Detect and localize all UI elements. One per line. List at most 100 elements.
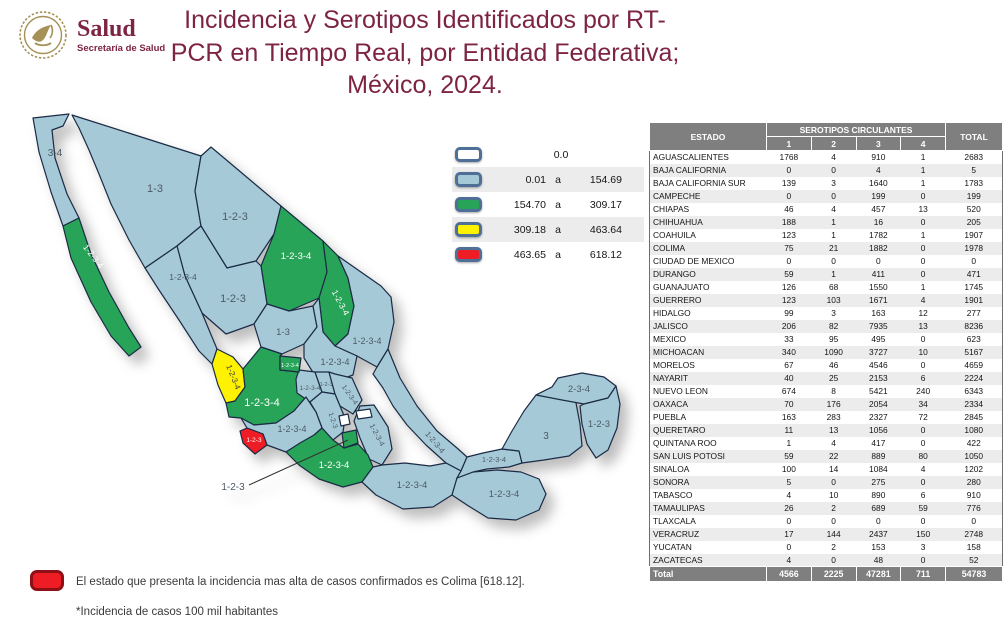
value-cell: 0	[920, 256, 926, 266]
state-name-cell: COLIMA	[653, 243, 686, 253]
value-cell: 46	[784, 204, 794, 214]
value-cell: 33	[784, 334, 794, 344]
value-cell: 2224	[964, 373, 984, 383]
table-row: SAN LUIS POTOSI 59 22 889 80 1050	[649, 449, 1003, 463]
state-name-cell: BAJA CALIFORNIA	[653, 165, 727, 175]
table-row: CHIAPAS 46 4 457 13 520	[650, 203, 1003, 216]
value-cell: 10	[918, 347, 928, 357]
value-cell: 1978	[964, 243, 984, 253]
value-cell: 150	[916, 529, 931, 539]
value-cell: 67	[784, 360, 794, 370]
value-cell: 0	[971, 516, 977, 526]
value-cell: 6	[920, 490, 926, 500]
table-row: ZACATECAS 4 0 48 0 52	[649, 553, 1003, 567]
legend-max: 463.64	[589, 223, 622, 236]
value-cell: 6	[920, 373, 926, 383]
state-guerrero	[285, 427, 374, 488]
value-cell: 4	[831, 152, 836, 163]
value-cell: 3	[920, 542, 926, 552]
value-cell: 123	[781, 295, 796, 305]
value-cell: 100	[781, 464, 796, 474]
col-header-serotype-4: 4	[900, 136, 946, 151]
table-row: BAJA CALIFORNIA SUR 139 3 1640 1 1783	[650, 177, 1003, 190]
value-cell: 59	[784, 269, 794, 279]
legend-min: 309.18	[513, 223, 546, 236]
legend-swatch-max	[455, 247, 482, 262]
table-row: JALISCO 206 82 7935 13 8236	[649, 319, 1003, 333]
value-cell: 283	[826, 412, 841, 422]
legend-single-value: 0.0	[553, 148, 569, 161]
map-states	[32, 113, 621, 521]
state-name-cell: TAMAULIPAS	[653, 503, 705, 513]
state-tamaulipas	[334, 255, 395, 368]
table-row: HIDALGO 99 3 163 12 277	[650, 307, 1003, 320]
value-cell: 1882	[869, 243, 888, 253]
value-cell: 0	[920, 477, 926, 487]
value-cell: 2153	[869, 373, 888, 383]
value-cell: 280	[966, 477, 981, 487]
table-row: TLAXCALA 0 0 0 0 0	[650, 515, 1003, 528]
value-cell: 8	[831, 386, 836, 396]
value-cell: 2845	[964, 412, 984, 422]
value-cell: 5	[786, 477, 792, 487]
value-cell: 10	[828, 490, 839, 500]
value-cell: 457	[871, 204, 886, 214]
value-cell: 75	[784, 243, 794, 253]
legend-max: 154.69	[589, 173, 622, 186]
table-row: MICHOACAN 340 1090 3727 10 5167	[649, 345, 1003, 359]
value-cell: 623	[966, 334, 981, 344]
value-cell: 5421	[869, 386, 888, 396]
value-cell: 4	[920, 464, 926, 474]
value-cell: 5	[971, 165, 977, 175]
value-cell: 1202	[964, 464, 984, 474]
table-row: NUEVO LEON 674 8 5421 240 6343	[650, 385, 1003, 398]
table-total-row: Total 4566 2225 47281 711 54783	[649, 566, 1003, 582]
map-label-sinaloa: 1-2-3-4	[169, 272, 197, 282]
value-cell: 2437	[869, 529, 888, 539]
state-name-cell: YUCATAN	[653, 542, 692, 552]
value-cell: 13	[918, 204, 928, 214]
value-cell: 0	[786, 165, 792, 175]
state-name-cell: CIUDAD DE MEXICO	[653, 256, 735, 266]
legend-swatch-high	[455, 222, 482, 237]
value-cell: 2054	[869, 399, 888, 409]
map-label-chihuahua: 1-2-3	[222, 211, 248, 223]
map-label-guerrero: 1-2-3-4	[319, 460, 350, 471]
value-cell: 17	[784, 529, 794, 539]
map-label-campeche: 3	[543, 431, 549, 442]
value-cell: 1090	[824, 347, 843, 357]
value-cell: 1783	[964, 178, 984, 188]
value-cell: 1	[831, 217, 836, 227]
value-cell: 0	[920, 217, 926, 227]
table-row: CIUDAD DE MEXICO 0 0 0 0 0	[650, 255, 1003, 268]
value-cell: 277	[966, 308, 981, 318]
value-cell: 1050	[964, 451, 984, 461]
table-footer: Total 4566 2225 47281 711 54783	[649, 566, 1003, 582]
map-label-chiapas: 1-2-3-4	[489, 489, 520, 500]
state-name-cell: TABASCO	[653, 490, 693, 500]
value-cell: 0	[786, 542, 792, 552]
table-row: CHIHUAHUA 188 1 16 0 205	[649, 215, 1003, 229]
legend-min: 154.70	[513, 198, 546, 211]
map-label-queretaro: 1-2-3	[320, 382, 333, 388]
state-name-cell: OAXACA	[653, 399, 688, 409]
value-cell: 13	[828, 425, 839, 435]
value-cell: 4	[831, 204, 836, 214]
col-header-total: TOTAL	[945, 122, 1003, 151]
value-cell: 11	[784, 425, 794, 435]
value-cell: 40	[784, 373, 794, 383]
table-row: GUANAJUATO 126 68 1550 1 1745	[650, 281, 1003, 294]
value-cell: 0	[920, 554, 926, 565]
value-cell: 163	[871, 308, 886, 318]
state-name-cell: SAN LUIS POTOSI	[653, 451, 725, 461]
table-row: PUEBLA 163 283 2327 72 2845	[650, 411, 1003, 424]
value-cell: 4	[786, 554, 792, 565]
map-label-morelos-callout: 1-2-3	[221, 482, 245, 493]
value-cell: 8236	[964, 321, 984, 331]
value-cell: 0	[920, 360, 926, 370]
map-label-sonora: 1-3	[147, 183, 163, 195]
legend-row: 463.65 a 618.12	[452, 242, 644, 267]
legend-separator: a	[555, 173, 561, 186]
map-label-san-luis-potosi: 1-2-3-4	[320, 357, 349, 367]
state-colima	[239, 427, 268, 455]
